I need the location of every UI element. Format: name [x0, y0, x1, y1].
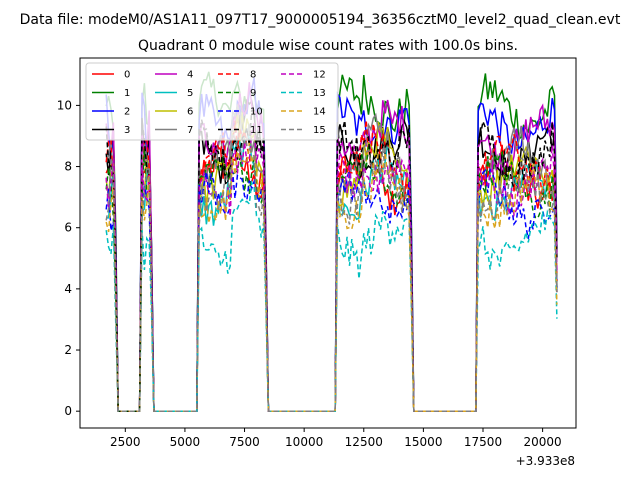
- y-tick-label: 2: [64, 343, 72, 357]
- legend-label: 6: [187, 107, 193, 118]
- legend-label: 1: [124, 88, 130, 99]
- legend-label: 3: [124, 125, 130, 136]
- legend-label: 4: [187, 70, 193, 81]
- legend-label: 15: [313, 125, 326, 136]
- plot-area: [79, 57, 577, 429]
- legend-label: 0: [124, 70, 130, 81]
- x-tick-label: 12500: [345, 435, 383, 449]
- legend-label: 9: [250, 88, 256, 99]
- legend-label: 8: [250, 70, 256, 81]
- series-line-13: [105, 179, 558, 412]
- x-offset-text: +3.933e8: [516, 454, 575, 468]
- y-tick-label: 10: [57, 98, 72, 112]
- y-tick-label: 6: [64, 221, 72, 235]
- figure-suptitle: Data file: modeM0/AS1A11_097T17_90000051…: [20, 12, 621, 28]
- x-axis: 2500 5000 7500 10000 12500 15000 17500 20000: [110, 428, 562, 449]
- series-line-15: [105, 129, 558, 412]
- y-axis: 0 2 4 6 8 10: [57, 98, 80, 418]
- legend-label: 10: [250, 107, 263, 118]
- legend-label: 5: [187, 88, 193, 99]
- x-tick-label: 5000: [170, 435, 201, 449]
- legend-frame: [85, 62, 339, 141]
- y-tick-label: 8: [64, 160, 72, 174]
- y-tick-label: 0: [64, 404, 72, 418]
- x-tick-label: 17500: [464, 435, 502, 449]
- series-line-11: [105, 109, 558, 412]
- x-tick-label: 10000: [285, 435, 323, 449]
- legend-label: 13: [313, 88, 326, 99]
- x-tick-label: 2500: [110, 435, 141, 449]
- legend-label: 2: [124, 107, 130, 118]
- axes-frame: [79, 57, 577, 429]
- legend-label: 14: [313, 107, 326, 118]
- x-tick-label: 7500: [229, 435, 260, 449]
- chart-title: Quadrant 0 module wise count rates with …: [138, 38, 518, 54]
- legend-label: 11: [250, 125, 263, 136]
- y-tick-label: 4: [64, 282, 72, 296]
- series-group: [105, 71, 558, 412]
- x-tick-label: 20000: [524, 435, 562, 449]
- series-line-9: [105, 144, 558, 412]
- legend-label: 12: [313, 70, 326, 81]
- legend-label: 7: [187, 125, 193, 136]
- x-tick-label: 15000: [404, 435, 442, 449]
